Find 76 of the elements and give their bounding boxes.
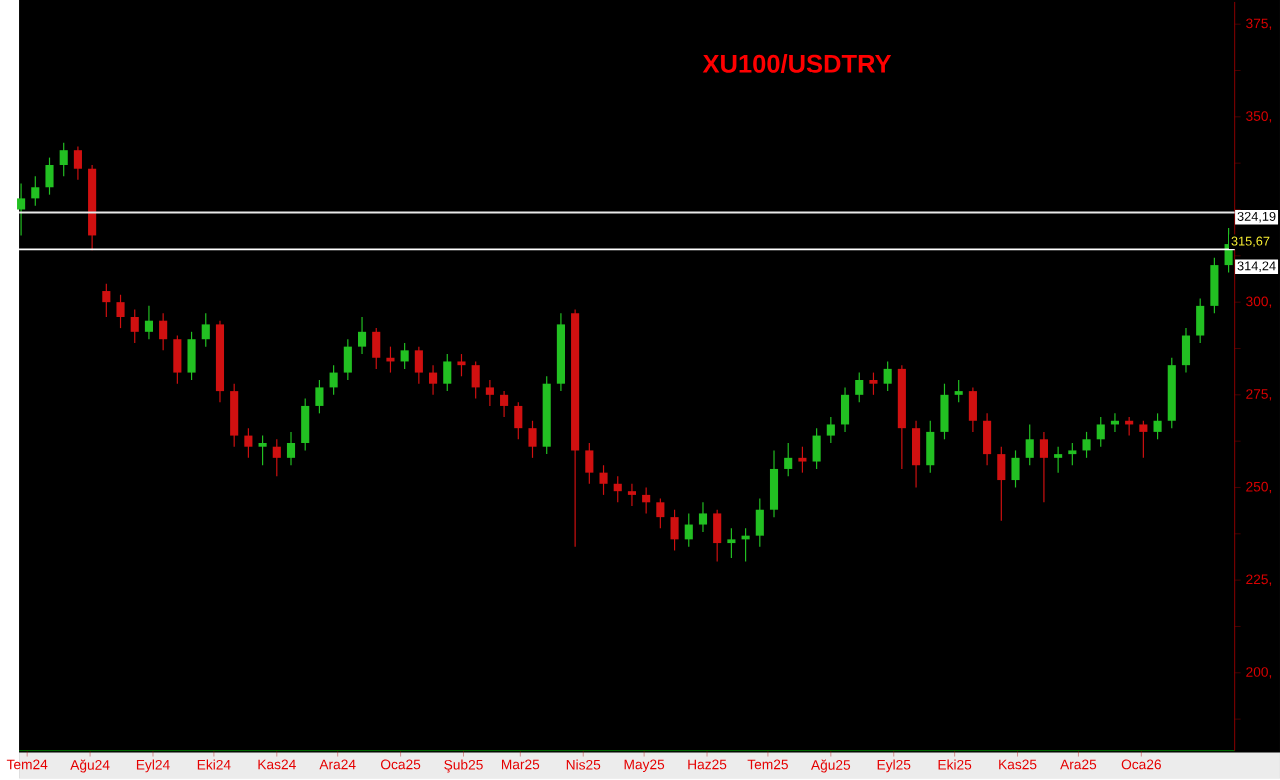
candlestick <box>727 528 736 559</box>
candlestick <box>230 383 239 448</box>
candlestick <box>429 365 438 396</box>
candlestick <box>457 353 466 378</box>
candlestick <box>926 420 935 474</box>
candlestick <box>159 313 168 352</box>
candlestick <box>940 383 949 441</box>
candlestick <box>514 402 523 441</box>
candlestick <box>443 353 452 393</box>
candlestick <box>59 142 68 178</box>
candlestick <box>912 420 921 489</box>
candlestick <box>286 431 296 467</box>
candlestick <box>31 176 40 207</box>
candlestick <box>187 331 196 382</box>
candlestick <box>1025 424 1034 467</box>
candlestick <box>1196 298 1205 344</box>
candlestick <box>826 416 835 445</box>
candlestick <box>244 428 253 459</box>
candlestick <box>1039 431 1048 504</box>
candlestick <box>1054 446 1063 474</box>
candlestick <box>1082 431 1091 459</box>
candlestick <box>1011 450 1020 489</box>
candlestick <box>400 342 409 370</box>
candlestick <box>201 313 210 348</box>
candlestick <box>258 435 267 467</box>
candlestick <box>357 316 367 356</box>
candlestick <box>116 294 125 330</box>
candlestick <box>812 428 821 471</box>
candlestick <box>627 483 637 508</box>
candlestick <box>997 446 1006 522</box>
candlestick <box>485 379 494 407</box>
candlestick <box>17 183 26 237</box>
candlestick <box>315 379 324 415</box>
candlestick <box>144 305 153 341</box>
candlestick <box>968 387 977 433</box>
candlestick <box>954 379 963 404</box>
candlestick <box>840 387 850 433</box>
candlestick <box>130 309 139 344</box>
candlestick <box>585 442 594 485</box>
candlestick <box>599 465 608 496</box>
candlestick <box>1153 413 1162 441</box>
candlestick <box>528 420 537 459</box>
candlestick <box>329 365 338 396</box>
candlestick <box>1139 420 1148 459</box>
candlestick <box>1181 327 1191 374</box>
candlestick <box>102 283 111 319</box>
candlestick <box>713 509 722 563</box>
candlestick <box>656 498 665 530</box>
candlestick <box>173 335 182 385</box>
candlestick <box>869 372 878 396</box>
candlestick <box>698 502 708 534</box>
candlestick <box>500 390 509 419</box>
candlestick <box>684 513 693 548</box>
candlestick <box>642 487 651 515</box>
candlestick <box>883 361 892 393</box>
candlestick <box>784 442 793 478</box>
candlestick <box>272 439 281 478</box>
candlestick <box>45 157 54 196</box>
candlestick <box>798 446 807 474</box>
candlestick <box>372 327 381 370</box>
candlestick <box>769 450 779 519</box>
candlestick <box>414 346 423 385</box>
candlestick <box>386 346 395 374</box>
candlestick <box>983 413 992 467</box>
candlestick <box>855 372 864 404</box>
candlestick <box>755 498 764 548</box>
candlestick <box>471 361 480 400</box>
candlestick <box>343 339 352 382</box>
candlestick <box>613 476 622 504</box>
text: XU100/USDTRY <box>702 54 892 74</box>
candlestick <box>1096 416 1105 448</box>
candlestick <box>301 398 310 452</box>
candlestick <box>1068 442 1077 467</box>
candlestick <box>1210 257 1219 315</box>
candlestick <box>73 146 82 181</box>
candlestick <box>670 509 679 552</box>
